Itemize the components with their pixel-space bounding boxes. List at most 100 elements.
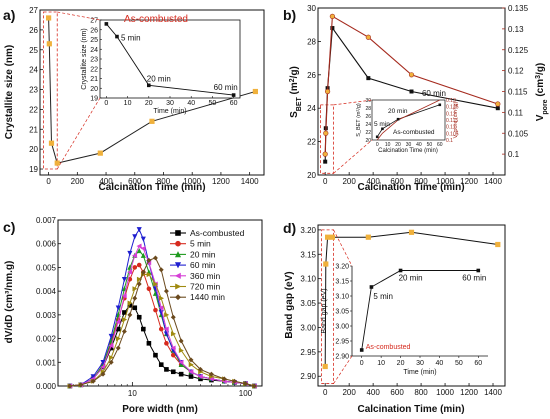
legend-marker	[175, 294, 181, 301]
y-tick-label: 26	[29, 26, 38, 35]
inset-background	[372, 100, 445, 140]
inset-sbet-point	[381, 127, 384, 131]
vpore-point	[495, 101, 501, 107]
psd-point	[153, 281, 159, 287]
psd-point	[132, 265, 138, 270]
y-tick-label: 3.10	[300, 275, 316, 284]
legend-marker	[175, 230, 181, 236]
inset-x-tick-label: 40	[416, 142, 422, 148]
y-tick-label: 22	[29, 105, 38, 114]
x-tick-label: 1200	[212, 177, 230, 186]
x-tick-label: 200	[342, 388, 356, 397]
inset-y-tick-label: 20	[90, 86, 98, 93]
psd-point	[121, 293, 127, 299]
psd-point	[152, 255, 158, 261]
legend-marker	[174, 251, 182, 258]
psd-point	[132, 234, 138, 240]
psd-point	[115, 345, 121, 351]
psd-point	[158, 305, 164, 311]
inset-y-tick-label: 2.90	[335, 354, 349, 361]
inset-point	[398, 268, 403, 273]
psd-point	[170, 331, 177, 337]
legend-label: As-combusted	[190, 228, 245, 238]
sbet-point	[495, 106, 500, 111]
inset-point-label: As-combusted	[366, 344, 411, 351]
psd-point	[67, 383, 73, 389]
inset-x-axis-title: Time (min)	[153, 108, 186, 115]
inset-y-tick-label: 28	[365, 106, 371, 112]
psd-point	[122, 317, 128, 323]
inset-y-tick-label: 19	[90, 96, 98, 103]
inset-point-label: 20 min	[147, 74, 171, 83]
inset-y-tick-label: 3.15	[335, 279, 349, 286]
y-tick-label: 21	[29, 125, 38, 134]
psd-point	[170, 369, 176, 375]
inset-y2-tick-label: 0.11	[446, 125, 456, 131]
psd-point	[188, 369, 194, 375]
plot-frame	[371, 99, 446, 141]
x-tick-label: 1400	[241, 177, 259, 186]
y-tick-label: 0.001	[36, 358, 57, 367]
inset-x-tick-label: 30	[406, 142, 412, 148]
inset-y-tick-label: 3.05	[335, 309, 349, 316]
psd-point	[108, 354, 115, 361]
x-tick-label: 1200	[460, 388, 478, 397]
inset-y-tick-label: 22	[90, 66, 98, 73]
inset-point-label: 5 min	[373, 292, 393, 301]
legend-label: 20 min	[190, 249, 216, 259]
psd-point	[163, 326, 169, 332]
psd-point	[153, 307, 158, 313]
psd-point	[164, 367, 169, 372]
y2-tick-label: 0.1	[508, 150, 520, 159]
inset-x-tick-label: 0	[360, 360, 364, 367]
panel-label-c: c)	[3, 219, 15, 235]
psd-point	[208, 376, 214, 382]
inset-y-tick-label: 26	[90, 27, 98, 34]
x-tick-label: 600	[390, 177, 404, 186]
y-axis-title: SBET (m2/g)	[289, 66, 303, 118]
zoom-box	[43, 11, 58, 170]
inset-x-tick-label: 50	[209, 100, 217, 107]
x-tick-label: 600	[390, 388, 404, 397]
inset-point	[369, 285, 374, 289]
psd-point	[115, 336, 122, 342]
chart-annotation: 60 min	[422, 89, 446, 98]
inset-x-tick-label: 60	[437, 142, 443, 148]
psd-point	[178, 347, 184, 353]
y-axis-title: Band gap (eV)	[284, 271, 295, 338]
x-tick-label: 1000	[183, 177, 201, 186]
psd-point	[251, 383, 257, 389]
zoom-box	[321, 229, 334, 384]
psd-point	[158, 326, 164, 332]
psd-point	[146, 271, 152, 278]
psd-line-6	[69, 257, 255, 387]
psd-point	[158, 295, 165, 301]
inset-y-tick-label: 22	[365, 130, 371, 136]
legend-marker	[175, 283, 182, 290]
y2-tick-label: 0.12	[508, 67, 524, 76]
inset-y2-tick-label: 0.105	[446, 131, 459, 137]
inset-point	[231, 93, 236, 97]
x-axis-title: Pore width (nm)	[122, 404, 198, 415]
inset-point	[476, 268, 481, 273]
x-axis-title: Calcination Time (min)	[357, 182, 464, 193]
inset-point	[115, 34, 119, 39]
y-tick-label: 3.15	[300, 250, 316, 259]
inset-y2-tick-label: 0.125	[446, 105, 459, 111]
crystallite-point	[46, 41, 52, 47]
panel-label-d: d)	[283, 220, 296, 236]
psd-point	[208, 371, 214, 377]
crystallite-point	[97, 150, 103, 156]
y2-tick-label: 0.13	[508, 25, 524, 34]
zoom-connector	[56, 97, 101, 170]
crystallite-point	[252, 88, 258, 95]
y-tick-label: 0.005	[36, 263, 57, 272]
y-tick-label: 0.007	[36, 216, 57, 225]
psd-point	[136, 243, 142, 249]
psd-point	[163, 288, 169, 294]
bandgap-point	[323, 261, 329, 267]
zoom-connector	[333, 139, 373, 174]
inset-y-axis-title: Crystallite size (nm)	[81, 28, 88, 89]
inset-y-axis-title: S_BET (m²/g)	[356, 103, 362, 137]
